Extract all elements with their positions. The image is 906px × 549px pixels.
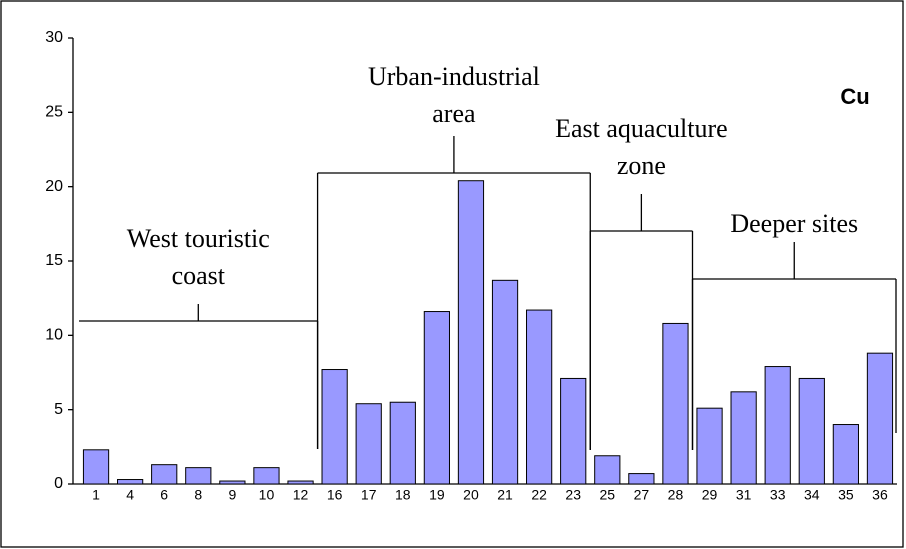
x-tick-label: 12 bbox=[293, 487, 309, 503]
x-tick-label: 10 bbox=[259, 487, 275, 503]
x-tick-label: 19 bbox=[429, 487, 445, 503]
group-label: Urban-industrial bbox=[368, 62, 540, 91]
bar bbox=[491, 279, 519, 485]
group-label: West touristic bbox=[127, 224, 270, 253]
x-tick-label: 1 bbox=[92, 487, 100, 503]
x-tick-label: 35 bbox=[838, 487, 854, 503]
x-tick-label: 22 bbox=[531, 487, 547, 503]
y-tick-label: 5 bbox=[54, 401, 63, 418]
bar bbox=[594, 455, 621, 485]
bar bbox=[253, 467, 280, 485]
group-label: zone bbox=[617, 151, 666, 180]
group-label: area bbox=[432, 99, 476, 128]
x-tick-label: 27 bbox=[634, 487, 650, 503]
bar bbox=[151, 464, 178, 485]
bar bbox=[526, 309, 553, 485]
bar bbox=[219, 480, 246, 485]
bar bbox=[355, 403, 382, 485]
y-tick-label: 25 bbox=[45, 104, 63, 121]
x-tick-label: 16 bbox=[327, 487, 343, 503]
chart-title: Cu bbox=[840, 84, 869, 109]
bar bbox=[423, 311, 450, 485]
bar bbox=[662, 322, 689, 485]
bar bbox=[117, 479, 144, 485]
y-tick-label: 10 bbox=[45, 327, 63, 344]
bar bbox=[832, 424, 859, 485]
x-tick-label: 31 bbox=[736, 487, 752, 503]
x-tick-label: 33 bbox=[770, 487, 786, 503]
bar bbox=[321, 369, 348, 485]
bar bbox=[696, 407, 723, 485]
bar bbox=[866, 352, 894, 485]
bar bbox=[457, 180, 485, 485]
x-tick-label: 28 bbox=[668, 487, 684, 503]
bar bbox=[764, 366, 791, 485]
bar bbox=[185, 467, 212, 485]
y-tick-label: 0 bbox=[54, 475, 63, 492]
x-tick-label: 36 bbox=[872, 487, 888, 503]
y-tick-label: 20 bbox=[45, 178, 63, 195]
x-tick-label: 23 bbox=[565, 487, 581, 503]
x-tick-label: 8 bbox=[194, 487, 202, 503]
bar bbox=[798, 377, 825, 485]
bar bbox=[560, 377, 587, 485]
group-label: Deeper sites bbox=[730, 209, 858, 238]
bar bbox=[628, 473, 655, 485]
x-tick-label: 18 bbox=[395, 487, 411, 503]
x-tick-label: 9 bbox=[228, 487, 236, 503]
x-tick-label: 25 bbox=[600, 487, 616, 503]
x-tick-label: 4 bbox=[126, 487, 134, 503]
bar bbox=[82, 449, 110, 485]
bar bbox=[389, 401, 416, 485]
x-tick-label: 29 bbox=[702, 487, 718, 503]
group-label: coast bbox=[172, 261, 226, 290]
x-tick-label: 6 bbox=[160, 487, 168, 503]
y-tick-label: 30 bbox=[45, 29, 63, 46]
group-label: East aquaculture bbox=[555, 114, 728, 143]
bar bbox=[287, 480, 314, 485]
x-tick-label: 20 bbox=[463, 487, 479, 503]
x-tick-label: 21 bbox=[497, 487, 513, 503]
x-tick-label: 17 bbox=[361, 487, 377, 503]
y-tick-label: 15 bbox=[45, 252, 63, 269]
x-tick-label: 34 bbox=[804, 487, 820, 503]
bar bbox=[730, 391, 757, 485]
